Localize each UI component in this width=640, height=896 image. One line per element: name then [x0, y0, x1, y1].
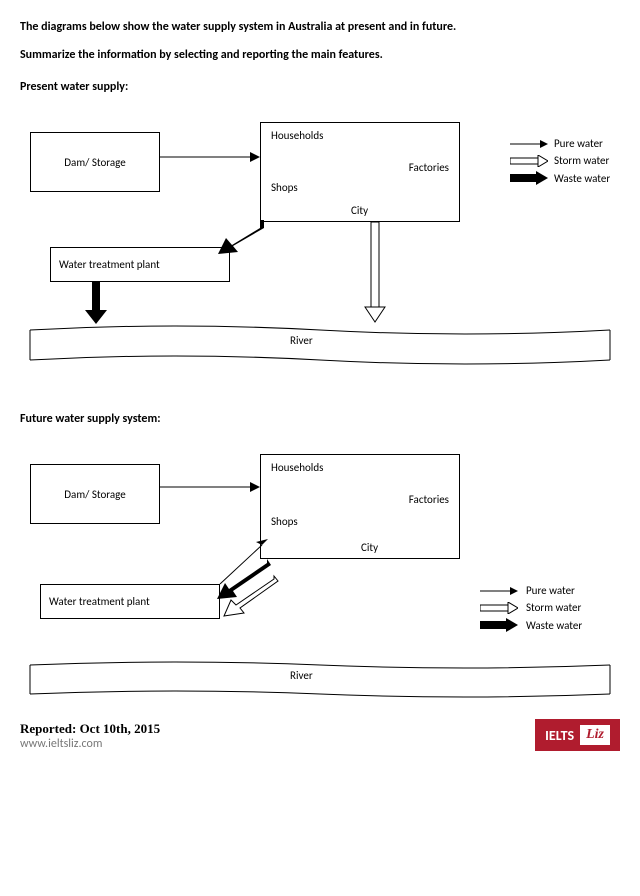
future-households: Households — [271, 461, 323, 474]
present-dam-box: Dam/ Storage — [30, 132, 160, 192]
present-households: Households — [271, 129, 323, 142]
present-diagram: Dam/ Storage Households Factories Shops … — [20, 102, 620, 382]
future-legend-pure-row: Pure water — [480, 584, 582, 597]
future-river-label: River — [290, 669, 313, 682]
future-legend-waste-icon — [480, 618, 518, 632]
legend-storm-icon — [510, 155, 548, 167]
future-legend-waste-row: Waste water — [480, 618, 582, 632]
future-city-box: Households Factories Shops City — [260, 454, 460, 559]
legend-storm-row: Storm water — [510, 154, 610, 167]
legend-waste-icon — [510, 171, 548, 185]
logo-ielts: IELTS — [545, 727, 574, 744]
future-factories: Factories — [409, 493, 449, 506]
future-legend-pure-icon — [480, 586, 518, 596]
future-legend-storm-label: Storm water — [526, 601, 581, 614]
present-factories: Factories — [409, 161, 449, 174]
present-legend: Pure water Storm water Waste water — [510, 137, 610, 189]
future-dam-box: Dam/ Storage — [30, 464, 160, 524]
future-title: Future water supply system: — [20, 412, 620, 426]
future-legend-storm-row: Storm water — [480, 601, 582, 614]
future-legend: Pure water Storm water Waste water — [480, 584, 582, 636]
present-river-shape — [30, 322, 610, 367]
future-legend-pure-label: Pure water — [526, 584, 575, 597]
future-treatment-label: Water treatment plant — [49, 595, 150, 608]
present-arrow-city-river — [365, 222, 385, 322]
legend-storm-label: Storm water — [554, 154, 609, 167]
future-city-label: City — [361, 541, 378, 554]
intro-line-1: The diagrams below show the water supply… — [20, 20, 620, 34]
website-url: www.ieltsliz.com — [20, 737, 160, 751]
present-title: Present water supply: — [20, 80, 620, 94]
legend-waste-row: Waste water — [510, 171, 610, 185]
legend-pure-row: Pure water — [510, 137, 610, 150]
future-diagram: Dam/ Storage Households Factories Shops … — [20, 434, 620, 709]
present-treatment-box: Water treatment plant — [50, 247, 230, 282]
present-arrow-treatment-river — [85, 282, 107, 324]
future-treatment-box: Water treatment plant — [40, 584, 220, 619]
present-arrow-dam-city — [160, 150, 260, 164]
future-dam-label: Dam/ Storage — [64, 488, 125, 501]
legend-pure-label: Pure water — [554, 137, 603, 150]
future-arrow-city-treatment-storm — [220, 576, 282, 616]
future-arrow-dam-city — [160, 480, 260, 494]
legend-waste-label: Waste water — [554, 172, 610, 185]
footer: Reported: Oct 10th, 2015 www.ieltsliz.co… — [20, 719, 620, 751]
present-arrow-city-treatment — [218, 220, 268, 254]
present-city-box: Households Factories Shops City — [260, 122, 460, 222]
intro-line-2: Summarize the information by selecting a… — [20, 48, 620, 62]
future-shops: Shops — [271, 515, 298, 528]
future-river-shape — [30, 659, 610, 701]
legend-pure-icon — [510, 139, 548, 149]
ielts-liz-logo: IELTS Liz — [535, 719, 620, 751]
present-river-label: River — [290, 334, 313, 347]
reported-date: Reported: Oct 10th, 2015 — [20, 721, 160, 737]
future-legend-storm-icon — [480, 602, 518, 614]
present-shops: Shops — [271, 181, 298, 194]
present-dam-label: Dam/ Storage — [64, 156, 125, 169]
present-city-label: City — [351, 204, 368, 217]
present-treatment-label: Water treatment plant — [59, 258, 160, 271]
logo-liz: Liz — [580, 725, 610, 745]
future-legend-waste-label: Waste water — [526, 619, 582, 632]
